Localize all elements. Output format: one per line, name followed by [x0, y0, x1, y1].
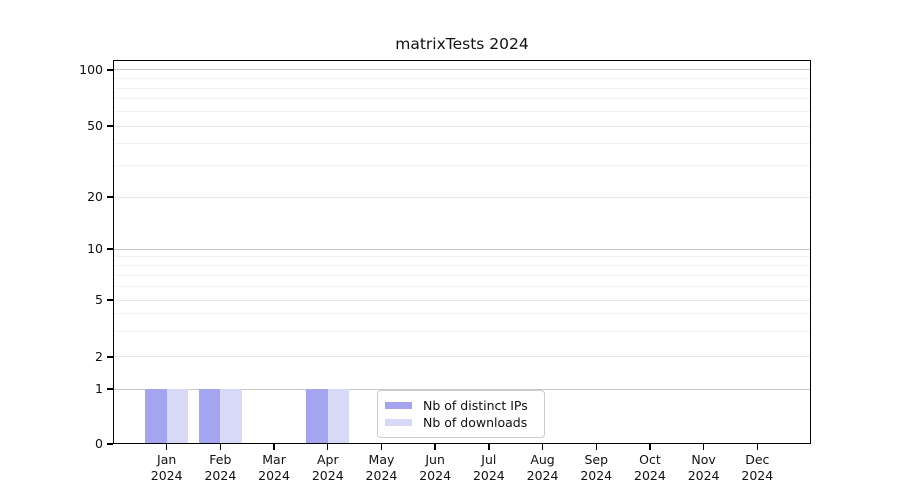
legend: Nb of distinct IPs Nb of downloads: [377, 390, 545, 438]
x-tick-mark-mar: [273, 444, 275, 450]
minor-gridline: [113, 274, 811, 276]
x-tick-label-feb: Feb 2024: [204, 452, 237, 483]
bar-jan-downloads: [166, 389, 189, 444]
bar-feb-distinct-ips: [198, 389, 221, 444]
legend-label-distinct-ips: Nb of distinct IPs: [423, 397, 528, 413]
y-tick-mark: [107, 196, 113, 198]
minor-gridline: [113, 264, 811, 266]
x-tick-mark-oct: [649, 444, 651, 450]
x-tick-label-mar: Mar 2024: [258, 452, 290, 483]
x-tick-mark-feb: [219, 444, 222, 450]
gridline-y-2: [113, 356, 811, 358]
x-tick-mark-apr: [327, 444, 329, 450]
bar-apr-distinct-ips: [306, 389, 328, 444]
minor-gridline: [113, 87, 811, 89]
legend-item-downloads: Nb of downloads: [385, 414, 535, 430]
legend-swatch-distinct-ips: [385, 401, 412, 409]
gridline-y-10: [113, 248, 811, 250]
y-tick-label-20: 20: [87, 189, 103, 204]
x-tick-mark-may: [380, 444, 383, 450]
minor-gridline: [113, 78, 811, 79]
gridline-y-100: [113, 69, 811, 71]
x-tick-label-jan: Jan 2024: [150, 452, 183, 483]
y-tick-mark: [107, 443, 113, 445]
gridline-y-20: [113, 196, 811, 198]
minor-gridline: [113, 286, 811, 288]
legend-swatch-downloads: [385, 418, 412, 426]
y-tick-mark: [107, 125, 113, 127]
x-tick-mark-jun: [434, 444, 436, 450]
gridline-y-5: [113, 299, 811, 301]
minor-gridline: [113, 110, 811, 112]
minor-gridline: [113, 98, 811, 100]
y-tick-mark: [107, 248, 113, 250]
y-tick-mark: [107, 69, 113, 71]
gridline-y-50: [113, 125, 811, 127]
x-tick-mark-nov: [702, 444, 705, 450]
minor-gridline: [113, 142, 811, 144]
legend-item-distinct-ips: Nb of distinct IPs: [385, 397, 535, 413]
plot-area: Nb of distinct IPs Nb of downloads: [113, 60, 811, 444]
x-tick-label-jul: Jul 2024: [472, 452, 505, 483]
y-tick-label-10: 10: [87, 241, 103, 256]
x-tick-label-jun: Jun 2024: [419, 452, 452, 483]
x-tick-label-sep: Sep 2024: [580, 452, 613, 483]
y-tick-label-0: 0: [95, 436, 103, 451]
x-tick-mark-aug: [541, 444, 544, 450]
x-tick-label-nov: Nov 2024: [687, 452, 720, 483]
y-tick-mark: [107, 299, 113, 301]
minor-gridline: [113, 256, 811, 258]
x-tick-mark-dec: [756, 444, 758, 450]
y-tick-label-2: 2: [95, 348, 103, 364]
x-tick-mark-jul: [488, 444, 490, 450]
x-tick-label-oct: Oct 2024: [634, 452, 666, 483]
y-tick-label-5: 5: [95, 292, 103, 307]
x-tick-mark-sep: [595, 444, 597, 450]
y-tick-label-50: 50: [87, 118, 103, 133]
gridline-y-1: [113, 388, 811, 390]
y-tick-mark: [107, 388, 113, 390]
minor-gridline: [113, 165, 811, 167]
x-tick-label-dec: Dec 2024: [741, 452, 774, 483]
bar-feb-downloads: [220, 389, 242, 444]
y-tick-mark: [107, 356, 113, 358]
minor-gridline: [113, 331, 811, 333]
y-tick-label-100: 100: [79, 61, 103, 77]
x-tick-label-aug: Aug 2024: [526, 452, 559, 483]
x-tick-mark-jan: [165, 444, 168, 450]
bar-jan-distinct-ips: [145, 389, 167, 444]
x-tick-label-may: May 2024: [365, 452, 398, 483]
minor-gridline: [113, 313, 811, 315]
chart-title: matrixTests 2024: [395, 35, 529, 53]
y-tick-label-1: 1: [95, 381, 103, 396]
bar-apr-downloads: [327, 389, 350, 444]
x-tick-label-apr: Apr 2024: [311, 452, 344, 483]
legend-label-downloads: Nb of downloads: [423, 414, 528, 430]
